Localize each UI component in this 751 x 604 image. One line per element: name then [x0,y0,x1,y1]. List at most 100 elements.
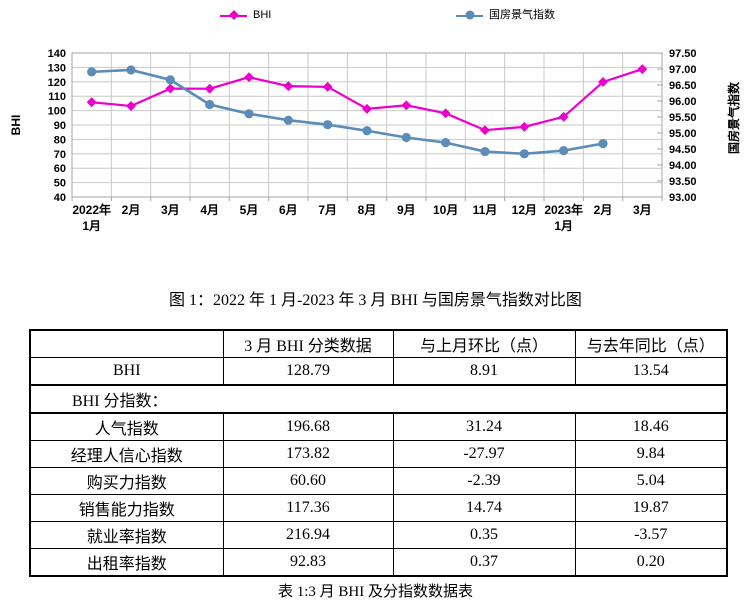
svg-text:60: 60 [54,163,66,175]
climate-data-point [480,146,490,157]
svg-text:5月: 5月 [240,203,259,217]
x-axis-labels: 2022年 1月 2月 3月 4月 5月 6月 7月 8月 9月 10月 11月 12月 2023年 1月 2… [72,202,651,233]
row-label: 就业率指数 [29,521,224,549]
bhi-data-point [283,81,294,92]
svg-text:97.50: 97.50 [669,48,697,60]
bhi-data-point [598,77,608,87]
row-yoy: 5.04 [574,467,728,495]
bhi-data-point [244,72,254,83]
header-cell-mom: 与上月环比（点） [392,329,576,358]
legend-label-bhi: BHI [253,9,272,21]
svg-text:93.00: 93.00 [669,192,697,204]
svg-text:40: 40 [54,192,66,204]
bhi-data-point [480,125,490,136]
climate-data-point [559,146,569,156]
legend-item-climate-index: 国房景气指数 [456,9,555,21]
axis-tick-labels: 40 50 60 70 80 90 100 110 120 130 140 93.00 93.50 94.… [48,48,697,204]
climate-data-point [205,99,215,110]
table-row: 销售能力指数 117.36 14.74 19.87 [29,494,728,522]
svg-text:97.00: 97.00 [669,64,697,76]
bhi-data-point [322,81,333,92]
row-value: 117.36 [222,494,394,522]
row-yoy: 0.20 [574,548,728,577]
table-caption: 表 1:3 月 BHI 及分指数数据表 [277,584,473,600]
climate-data-point [87,67,97,77]
climate-index-series [87,65,608,159]
climate-data-point [244,109,254,119]
row-yoy: 19.87 [574,494,728,522]
svg-text:8月: 8月 [358,203,377,217]
climate-data-point [165,75,175,85]
header-cell-yoy: 与去年同比（点） [574,329,728,358]
svg-text:12月: 12月 [512,203,537,217]
svg-text:1月: 1月 [82,219,101,233]
svg-text:94.50: 94.50 [669,144,697,156]
table-row: 出租率指数 92.83 0.37 0.20 [29,548,728,577]
bhi-line-marker-icon [220,10,247,21]
table-row: 经理人信心指数 173.82 -27.97 9.84 [29,440,728,468]
plot-border [71,52,663,198]
svg-text:50: 50 [54,178,66,190]
bhi-data-point [362,103,372,114]
row-value: 92.83 [222,548,394,577]
bhi-data-point [126,101,136,111]
row-yoy: 18.46 [574,412,728,441]
table-row: 购买力指数 60.60 -2.39 5.04 [29,467,728,495]
svg-text:80: 80 [54,134,66,146]
svg-text:2022年: 2022年 [72,202,111,217]
climate-index-line [91,68,604,156]
legend-item-bhi: BHI [220,9,271,21]
svg-text:130: 130 [48,62,66,74]
row-value: 60.60 [222,467,394,495]
svg-text:96.50: 96.50 [669,80,697,92]
row-value: 128.79 [222,357,394,386]
row-value: 196.68 [222,412,394,441]
svg-text:1月: 1月 [554,219,573,233]
row-label: 出租率指数 [29,548,224,577]
climate-data-point [126,65,136,75]
climate-data-point [519,149,529,159]
svg-text:94.00: 94.00 [669,160,697,172]
svg-text:11月: 11月 [473,203,498,217]
row-label: BHI [29,357,224,386]
svg-text:95.00: 95.00 [669,128,697,140]
dual-axis-line-chart: 40 50 60 70 80 90 100 110 120 130 140 93.00 93.50 94.… [9,48,741,233]
row-label: 人气指数 [29,412,224,441]
svg-text:9月: 9月 [397,203,416,217]
svg-text:140: 140 [48,48,66,60]
bhi-series [86,64,648,136]
svg-text:2023年: 2023年 [544,202,583,217]
svg-text:100: 100 [48,106,66,118]
bhi-data-point [440,108,451,119]
bhi-data-point [519,121,530,132]
table-section-row: BHI 分指数： [29,384,728,414]
row-mom: 0.37 [392,548,576,577]
climate-line-marker-icon [456,10,483,21]
bhi-data-point [401,100,412,111]
climate-data-point [323,120,333,130]
row-mom: 8.91 [392,357,576,386]
bhi-data-point [165,83,176,94]
legend-label-climate-index: 国房景气指数 [489,9,555,21]
row-label: 销售能力指数 [29,494,224,522]
table-header-row: 3 月 BHI 分类数据 与上月环比（点） 与去年同比（点） [29,329,728,358]
row-mom: -2.39 [392,467,576,495]
header-cell-empty [29,329,224,358]
svg-text:90: 90 [54,120,66,132]
figure-caption: 图 1：2022 年 1 月-2023 年 3 月 BHI 与国房景气指数对比图 [169,292,582,309]
bhi-data-point [637,64,648,75]
row-yoy: 13.54 [574,357,728,386]
svg-text:120: 120 [48,77,66,89]
svg-text:10月: 10月 [433,203,458,217]
row-yoy: 9.84 [574,440,728,468]
svg-text:2月: 2月 [122,203,141,217]
climate-data-point [401,132,411,143]
svg-text:4月: 4月 [200,203,219,217]
axis-titles: BHI 国房景气指数 [9,81,741,154]
climate-data-point [598,138,608,149]
row-value: 216.94 [222,521,394,549]
svg-text:BHI: BHI [9,115,23,136]
svg-text:7月: 7月 [318,203,337,217]
bhi-data-point [204,83,215,94]
